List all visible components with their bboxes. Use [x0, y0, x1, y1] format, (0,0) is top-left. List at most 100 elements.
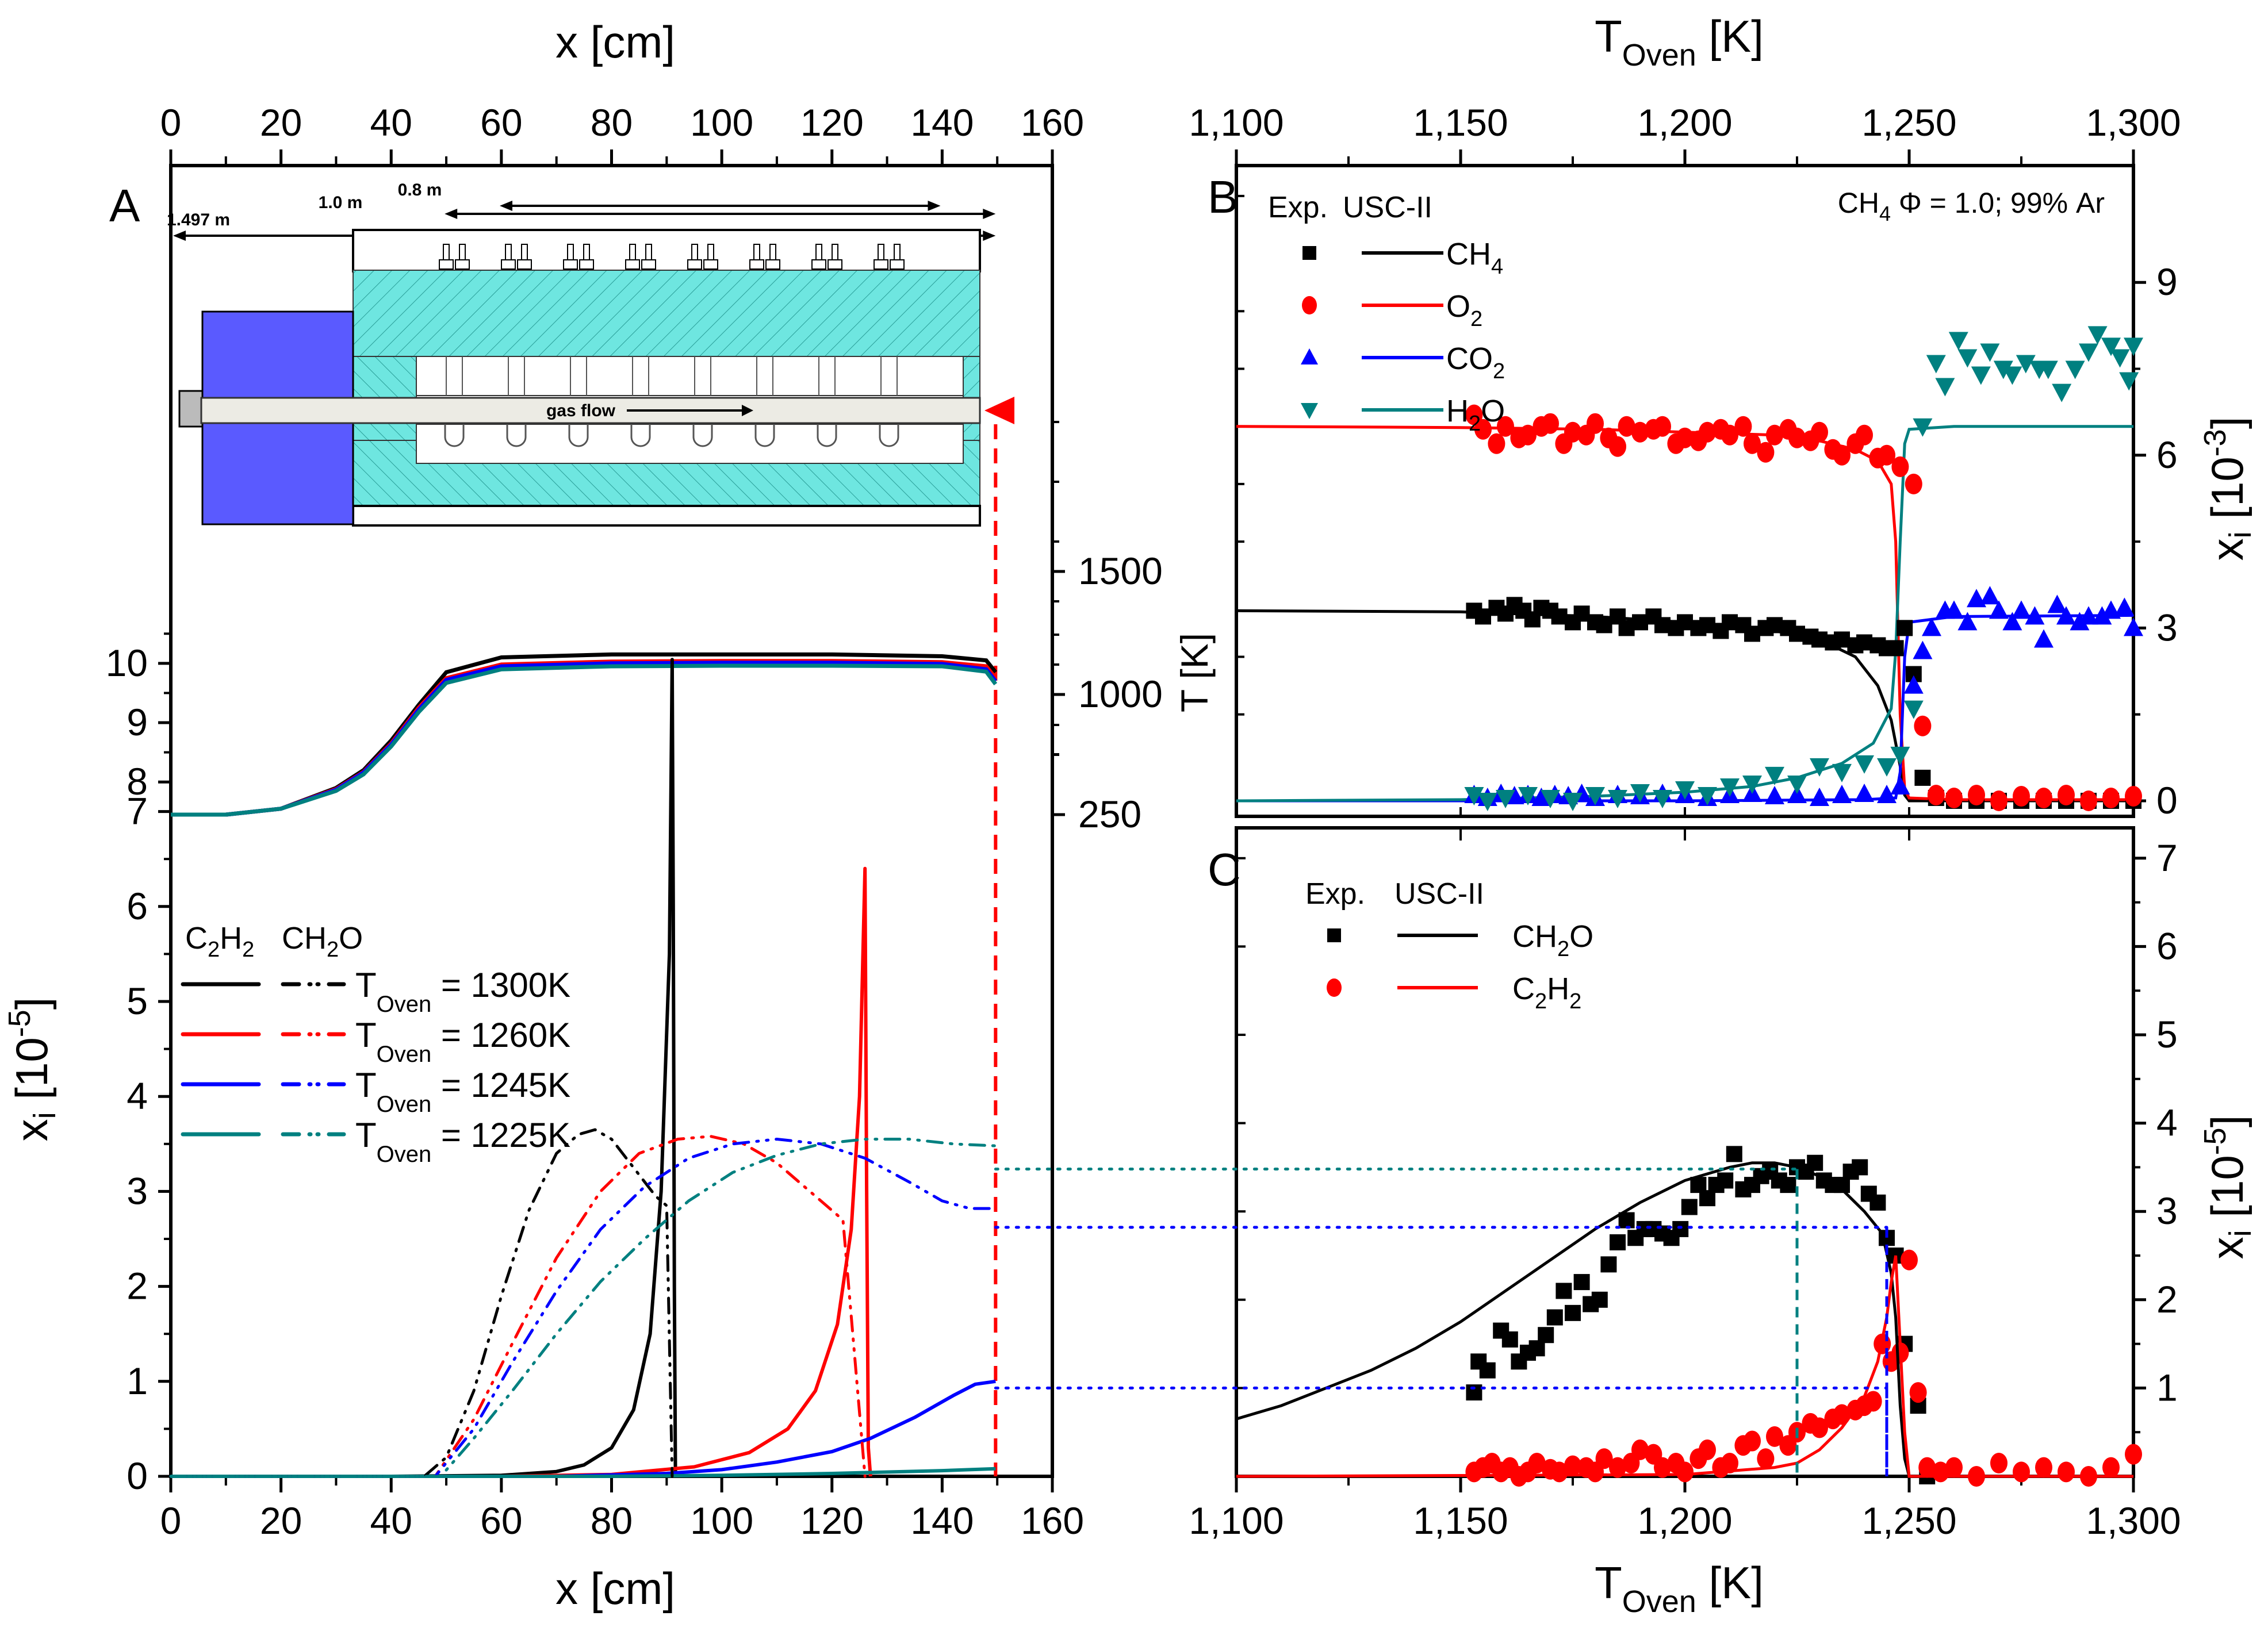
- triangle-down-marker: [2124, 337, 2143, 356]
- circle-marker: [2125, 1444, 2142, 1465]
- circle-marker: [1990, 1452, 2008, 1473]
- circle-marker: [1631, 1439, 1649, 1460]
- heating-loop: [568, 424, 589, 447]
- triangle-down-marker: [1948, 332, 1968, 351]
- circle-marker: [2013, 785, 2030, 807]
- triangle-up-marker: [1810, 787, 1829, 806]
- c2h2-line: [171, 1379, 996, 1478]
- reactor-tube: [200, 397, 981, 424]
- x-tick-label-top: 0: [160, 101, 182, 144]
- terminal-post: [521, 244, 528, 261]
- heating-loop: [754, 424, 775, 447]
- legend-header-c2h2: C2H2: [185, 921, 254, 962]
- triangle-down-marker: [1971, 366, 1991, 385]
- x-tick-label-bottom: 40: [370, 1499, 412, 1542]
- panel-a-ylabel: xi [10-5]: [2, 997, 62, 1142]
- model-line: [1236, 1161, 2133, 1478]
- terminal-post: [645, 244, 652, 261]
- circle-marker: [1497, 416, 1514, 437]
- circle-marker: [1699, 421, 1716, 443]
- circle-marker: [1914, 715, 1932, 736]
- y-tick-label-upper: 10: [106, 642, 148, 684]
- heating-loop: [630, 424, 651, 447]
- gas-flow-arrow: [627, 405, 753, 416]
- y-tick-label: 4: [2156, 1101, 2178, 1144]
- x-tick-label-top: 1,250: [1861, 101, 1956, 144]
- circle-marker: [1654, 1457, 1671, 1478]
- outlet-marker-arrow: [984, 397, 1014, 424]
- cross-panel-guide-lines: [994, 1167, 1888, 1476]
- terminal-post: [459, 244, 466, 261]
- panel-a: A x [cm] x [cm] 002020404060608080100100…: [2, 17, 1163, 1614]
- triangle-up-marker: [1967, 589, 1986, 608]
- triangle-down-marker: [2052, 383, 2072, 402]
- panel-b-legend: Exp. USC-II CH4 O2 CO2 H2O: [1268, 191, 1505, 436]
- circle-marker: [1757, 442, 1775, 463]
- svg-text:TOven [K]: TOven [K]: [1595, 11, 1764, 72]
- square-marker: [1591, 1291, 1608, 1308]
- terminal-cap: [765, 259, 780, 270]
- terminal-post: [583, 244, 590, 261]
- circle-marker: [2125, 785, 2142, 807]
- legend-label: TOven = 1225K: [355, 1116, 570, 1167]
- condition-annotation: CH4 Φ = 1.0; 99% Ar: [1838, 187, 2105, 225]
- triangle-up-marker: [2047, 594, 2067, 613]
- triangle-down-marker: [1890, 746, 1910, 765]
- x-tick-label-top: 60: [480, 101, 522, 144]
- panel-a-label: A: [109, 180, 140, 231]
- triangle-down-marker: [1913, 418, 1933, 437]
- ch2o-line: [169, 1138, 997, 1478]
- panel-b-frame: [1235, 164, 2135, 818]
- triangle-up-marker: [1765, 785, 1784, 804]
- heating-coils: [444, 356, 899, 447]
- x-tick-label-bottom: 1,200: [1637, 1499, 1732, 1542]
- triangle-up-marker: [1980, 586, 2000, 605]
- square-marker: [1610, 1234, 1626, 1250]
- triangle-down-marker: [2079, 343, 2098, 362]
- square-marker: [1546, 1309, 1563, 1326]
- square-marker: [1618, 620, 1635, 636]
- circle-marker: [1891, 456, 1909, 477]
- triangle-down-marker: [2119, 372, 2139, 391]
- circle-marker: [1550, 1461, 1568, 1483]
- terminal-cap: [703, 259, 718, 270]
- square-marker: [1632, 614, 1648, 631]
- circle-marker: [1811, 421, 1828, 443]
- square-marker: [1914, 769, 1931, 786]
- y-tick-label: 1: [127, 1360, 148, 1402]
- circle-marker: [2102, 1457, 2120, 1478]
- triangle-up-marker: [1301, 348, 1318, 364]
- circle-marker: [1587, 413, 1604, 434]
- dimension-arrowhead: [983, 209, 996, 219]
- terminal-post: [707, 244, 714, 261]
- square-marker: [1600, 1256, 1617, 1273]
- terminal-cap: [455, 259, 470, 270]
- triangle-up-marker: [2101, 600, 2121, 619]
- heating-chamber-upper: [416, 356, 964, 396]
- y-tick-label: 2: [2156, 1278, 2178, 1321]
- triangle-up-marker: [1922, 617, 1941, 636]
- circle-marker: [1721, 1452, 1738, 1473]
- square-marker: [1654, 617, 1671, 634]
- triangle-down-marker: [1993, 360, 2013, 379]
- y-tick-label: 6: [2156, 433, 2178, 476]
- panel-a-top-xlabel: x [cm]: [555, 17, 675, 67]
- ch2o-line: [169, 1128, 674, 1478]
- circle-marker: [1528, 1452, 1546, 1473]
- triangle-down-marker: [2002, 366, 2022, 385]
- panel-b-ylabel: xi [10-3]: [2198, 417, 2258, 561]
- terminal-cap: [625, 259, 640, 270]
- circle-marker: [1766, 424, 1783, 446]
- circle-marker: [1465, 404, 1483, 425]
- triangle-up-marker: [2114, 597, 2135, 616]
- temperature-tick-label: 250: [1078, 793, 1141, 835]
- triangle-down-marker: [2038, 360, 2058, 379]
- circle-marker: [1788, 427, 1806, 448]
- terminal-post: [753, 244, 760, 261]
- circle-marker: [1327, 978, 1342, 997]
- legend-label: H2O: [1446, 394, 1505, 436]
- panel-c-frame: [1235, 826, 2135, 1478]
- square-marker: [1807, 1154, 1823, 1171]
- triangle-up-marker: [1957, 612, 1978, 631]
